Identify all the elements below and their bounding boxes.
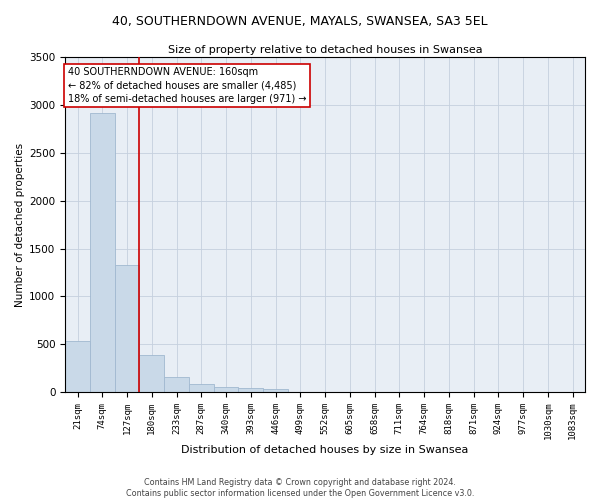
Bar [189,384,214,392]
Text: 40, SOUTHERNDOWN AVENUE, MAYALS, SWANSEA, SA3 5EL: 40, SOUTHERNDOWN AVENUE, MAYALS, SWANSEA… [112,15,488,28]
Text: 40 SOUTHERNDOWN AVENUE: 160sqm
← 82% of detached houses are smaller (4,485)
18% : 40 SOUTHERNDOWN AVENUE: 160sqm ← 82% of … [68,67,306,104]
Text: Contains HM Land Registry data © Crown copyright and database right 2024.
Contai: Contains HM Land Registry data © Crown c… [126,478,474,498]
Bar [90,112,115,392]
Bar [115,265,139,392]
Bar [263,388,288,392]
Bar [164,378,189,392]
Title: Size of property relative to detached houses in Swansea: Size of property relative to detached ho… [168,45,482,55]
Bar [214,387,238,392]
X-axis label: Distribution of detached houses by size in Swansea: Distribution of detached houses by size … [181,445,469,455]
Bar [139,355,164,392]
Bar [238,388,263,392]
Bar [65,342,90,392]
Y-axis label: Number of detached properties: Number of detached properties [15,142,25,306]
